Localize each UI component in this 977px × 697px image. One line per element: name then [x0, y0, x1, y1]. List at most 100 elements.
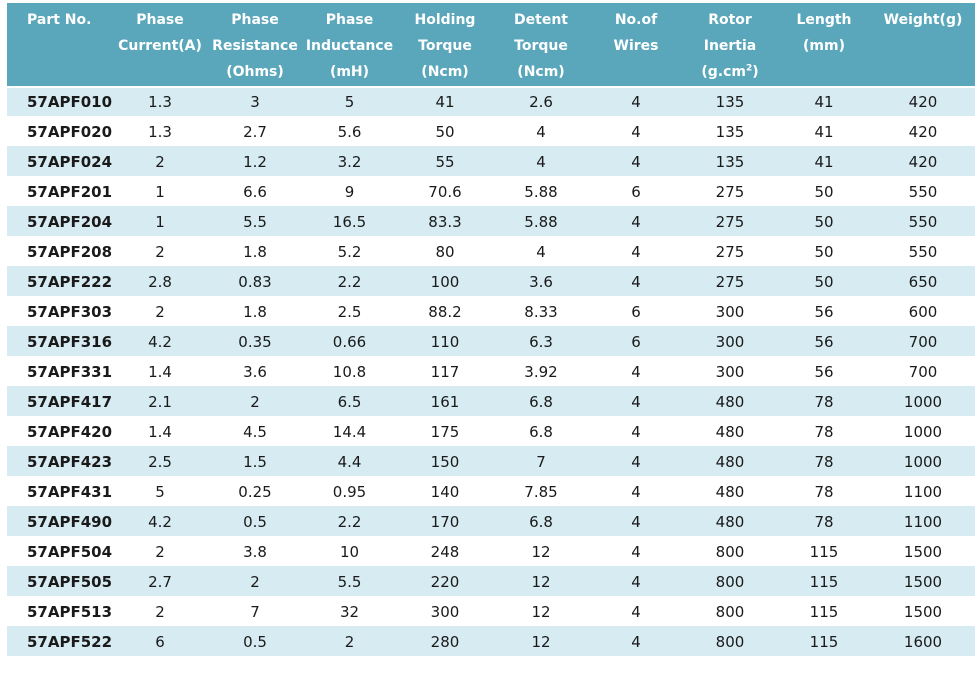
table-row[interactable]: 57APF505 2.7 2 5.5 220 12 4 800 115 1500 — [7, 568, 975, 598]
header-line: (Ohms) — [226, 64, 284, 80]
table-cell: 0.5 — [208, 508, 302, 538]
table-cell: 50 — [777, 208, 871, 238]
table-cell: 1.3 — [112, 118, 208, 148]
table-cell: 480 — [683, 508, 777, 538]
header-line: Current(A) — [118, 38, 202, 54]
table-cell: 12 — [493, 568, 589, 598]
header-line: Holding — [414, 12, 476, 28]
table-row[interactable]: 57APF024 2 1.2 3.2 55 4 4 135 41 420 — [7, 148, 975, 178]
table-row[interactable]: 57APF522 6 0.5 2 280 12 4 800 115 1600 — [7, 628, 975, 658]
table-row[interactable]: 57APF208 2 1.8 5.2 80 4 4 275 50 550 — [7, 238, 975, 268]
table-cell: 3.6 — [493, 268, 589, 298]
table-row[interactable]: 57APF201 1 6.6 9 70.6 5.88 6 275 50 550 — [7, 178, 975, 208]
table-cell: 50 — [777, 268, 871, 298]
table-cell: 2.7 — [112, 568, 208, 598]
table-cell: 7 — [208, 598, 302, 628]
table-cell: 10 — [302, 538, 397, 568]
table-cell: 6 — [589, 298, 683, 328]
table-row[interactable]: 57APF303 2 1.8 2.5 88.2 8.33 6 300 56 600 — [7, 298, 975, 328]
column-header-1[interactable]: Phase Current(A) — [112, 3, 208, 88]
table-row[interactable]: 57APF020 1.3 2.7 5.6 50 4 4 135 41 420 — [7, 118, 975, 148]
table-cell: 0.25 — [208, 478, 302, 508]
table-cell: 6 — [589, 328, 683, 358]
header-line: Phase — [231, 12, 279, 28]
table-cell: 175 — [397, 418, 493, 448]
table-cell: 275 — [683, 238, 777, 268]
table-cell: 2 — [208, 388, 302, 418]
table-cell: 56 — [777, 298, 871, 328]
table-cell: 2 — [112, 298, 208, 328]
table-cell: 5.2 — [302, 238, 397, 268]
table-cell: 6.5 — [302, 388, 397, 418]
header-line: Phase — [325, 12, 374, 28]
table-header: Part No. Phase Current(A) Phase Resistance (O… — [7, 3, 975, 88]
table-cell: 4.2 — [112, 508, 208, 538]
column-header-8[interactable]: Length (mm) — [777, 3, 871, 88]
table-cell: 1.8 — [208, 298, 302, 328]
table-cell: 1600 — [871, 628, 975, 658]
table-row[interactable]: 57APF513 2 7 32 300 12 4 800 115 1500 — [7, 598, 975, 628]
motor-spec-table: Part No. Phase Current(A) Phase Resistance (O… — [7, 3, 975, 658]
table-cell: 1.4 — [112, 418, 208, 448]
table-cell: 135 — [683, 148, 777, 178]
table-row[interactable]: 57APF204 1 5.5 16.5 83.3 5.88 4 275 50 550 — [7, 208, 975, 238]
table-row[interactable]: 57APF420 1.4 4.5 14.4 175 6.8 4 480 78 1000 — [7, 418, 975, 448]
table-cell: 6 — [112, 628, 208, 658]
table-row[interactable]: 57APF417 2.1 2 6.5 161 6.8 4 480 78 1000 — [7, 388, 975, 418]
part-number-cell: 57APF423 — [7, 448, 112, 478]
table-cell: 248 — [397, 538, 493, 568]
table-row[interactable]: 57APF331 1.4 3.6 10.8 117 3.92 4 300 56 700 — [7, 358, 975, 388]
column-header-5[interactable]: Detent Torque (Ncm) — [493, 3, 589, 88]
table-row[interactable]: 57APF010 1.3 3 5 41 2.6 4 135 41 420 — [7, 88, 975, 118]
table-cell: 7.85 — [493, 478, 589, 508]
part-number-cell: 57APF490 — [7, 508, 112, 538]
table-cell: 550 — [871, 178, 975, 208]
table-row[interactable]: 57APF423 2.5 1.5 4.4 150 7 4 480 78 1000 — [7, 448, 975, 478]
table-cell: 110 — [397, 328, 493, 358]
column-header-4[interactable]: Holding Torque (Ncm) — [397, 3, 493, 88]
column-header-2[interactable]: Phase Resistance (Ohms) — [208, 3, 302, 88]
column-header-3[interactable]: Phase Inductance (mH) — [302, 3, 397, 88]
table-cell: 5.88 — [493, 208, 589, 238]
table-cell: 161 — [397, 388, 493, 418]
table-cell: 12 — [493, 598, 589, 628]
part-number-cell: 57APF417 — [7, 388, 112, 418]
table-cell: 2.7 — [208, 118, 302, 148]
table-cell: 4 — [589, 568, 683, 598]
table-cell: 78 — [777, 478, 871, 508]
table-row[interactable]: 57APF504 2 3.8 10 248 12 4 800 115 1500 — [7, 538, 975, 568]
table-cell: 50 — [777, 238, 871, 268]
table-cell: 800 — [683, 568, 777, 598]
column-header-0[interactable]: Part No. — [7, 3, 112, 88]
table-row[interactable]: 57APF490 4.2 0.5 2.2 170 6.8 4 480 78 1100 — [7, 508, 975, 538]
part-number-cell: 57APF204 — [7, 208, 112, 238]
table-row[interactable]: 57APF316 4.2 0.35 0.66 110 6.3 6 300 56 700 — [7, 328, 975, 358]
table-cell: 135 — [683, 88, 777, 118]
table-cell: 56 — [777, 328, 871, 358]
table-row[interactable]: 57APF431 5 0.25 0.95 140 7.85 4 480 78 1100 — [7, 478, 975, 508]
column-header-7[interactable]: Rotor Inertia (g.cm2) — [683, 3, 777, 88]
table-cell: 41 — [777, 148, 871, 178]
table-cell: 700 — [871, 358, 975, 388]
table-cell: 2.5 — [302, 298, 397, 328]
part-number-cell: 57APF505 — [7, 568, 112, 598]
table-cell: 5.6 — [302, 118, 397, 148]
header-line: Part No. — [27, 12, 92, 28]
table-cell: 4.2 — [112, 328, 208, 358]
header-line: Inertia — [703, 38, 757, 54]
table-cell: 4 — [493, 118, 589, 148]
table-cell: 4 — [493, 148, 589, 178]
table-cell: 1500 — [871, 538, 975, 568]
table-cell: 1.4 — [112, 358, 208, 388]
part-number-cell: 57APF316 — [7, 328, 112, 358]
table-cell: 78 — [777, 508, 871, 538]
table-cell: 100 — [397, 268, 493, 298]
table-cell: 4 — [589, 418, 683, 448]
part-number-cell: 57APF331 — [7, 358, 112, 388]
column-header-6[interactable]: No.of Wires — [589, 3, 683, 88]
column-header-9[interactable]: Weight(g) — [871, 3, 975, 88]
table-row[interactable]: 57APF222 2.8 0.83 2.2 100 3.6 4 275 50 650 — [7, 268, 975, 298]
part-number-cell: 57APF504 — [7, 538, 112, 568]
table-cell: 480 — [683, 418, 777, 448]
table-cell: 115 — [777, 598, 871, 628]
